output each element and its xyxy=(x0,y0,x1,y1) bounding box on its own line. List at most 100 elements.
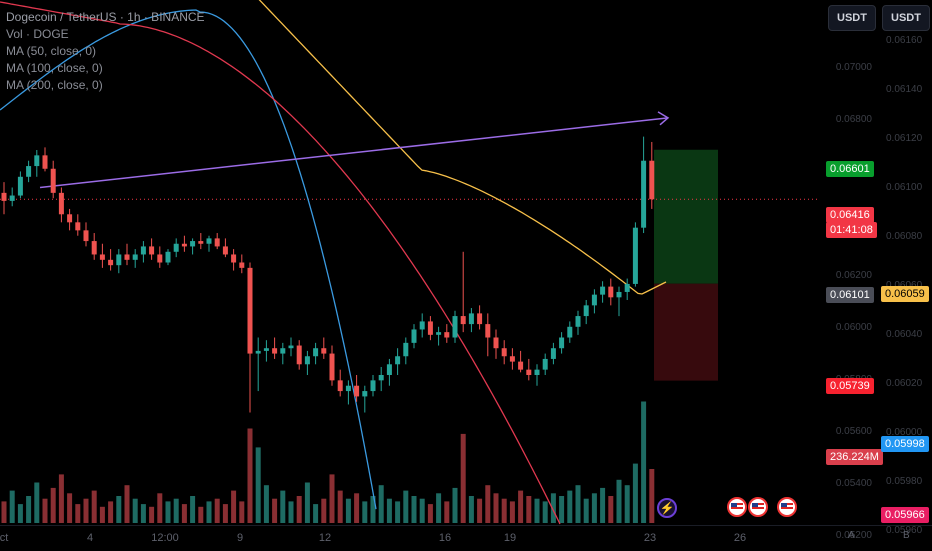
us-flag-icon[interactable] xyxy=(777,497,797,517)
stop-zone xyxy=(654,283,718,381)
currency-button-left[interactable]: USDT xyxy=(828,5,876,31)
volume-bar xyxy=(165,501,171,523)
price-tick-label: 0.06160 xyxy=(886,35,923,46)
candle-body xyxy=(608,286,614,298)
candle-body xyxy=(427,321,433,335)
volume-bar xyxy=(198,506,204,523)
candle-body xyxy=(354,385,360,397)
price-tick-label: 0.06120 xyxy=(886,133,923,144)
target-price-tag: 0.06601 xyxy=(826,161,874,177)
candle-body xyxy=(575,316,581,327)
volume-bar xyxy=(222,504,228,523)
volume-bar xyxy=(83,498,89,523)
left-price-axis[interactable]: 0.070000.068000.066000.064000.062000.060… xyxy=(822,0,872,541)
ma-blue-tag: 0.05998 xyxy=(881,436,929,452)
price-tick-label: 0.05200 xyxy=(835,530,872,541)
volume-bar xyxy=(395,501,401,523)
candle-body xyxy=(42,155,48,169)
volume-bar xyxy=(641,401,647,523)
legend-ma-50[interactable]: MA (50, close, 0) xyxy=(6,44,97,58)
us-flag-icon[interactable] xyxy=(727,497,747,517)
candle-body xyxy=(157,254,163,263)
candle-body xyxy=(206,238,212,244)
candle-body xyxy=(501,348,507,357)
price-tick-label: 0.06040 xyxy=(886,329,923,340)
volume-bar xyxy=(58,474,64,523)
candle-body xyxy=(345,385,351,392)
volume-bar xyxy=(345,498,351,523)
candle-body xyxy=(419,321,425,330)
volume-bar xyxy=(354,493,360,523)
volume-bar xyxy=(575,485,581,523)
volume-bar xyxy=(526,496,532,523)
volume-bar xyxy=(26,496,32,523)
candle-body xyxy=(362,391,368,397)
ma-value-tag: 0.06059 xyxy=(881,286,929,302)
candle-body xyxy=(75,222,81,231)
volume-bar xyxy=(567,490,573,523)
time-tick-label: 26 xyxy=(733,532,747,544)
volume-bar xyxy=(149,506,155,523)
ma-50-line xyxy=(258,0,667,295)
legend-ma-100[interactable]: MA (100, close, 0) xyxy=(6,61,103,75)
legend-volume[interactable]: Vol · DOGE xyxy=(6,27,69,41)
auto-scale-button[interactable]: A xyxy=(848,530,855,541)
scale-mode-button[interactable]: B xyxy=(903,530,910,541)
volume-bar xyxy=(460,433,466,523)
candle-body xyxy=(378,375,384,381)
candle-body xyxy=(239,262,245,268)
candle-body xyxy=(509,356,515,362)
time-tick-label: 23 xyxy=(643,532,657,544)
candle-body xyxy=(124,254,130,260)
volume-bar xyxy=(518,490,524,523)
time-tick-label: 19 xyxy=(503,532,517,544)
volume-bar xyxy=(173,498,179,523)
candle-body xyxy=(444,332,450,338)
candle-body xyxy=(247,267,253,354)
volume-bar xyxy=(436,493,442,523)
legend-ma-200[interactable]: MA (200, close, 0) xyxy=(6,78,103,92)
candle-body xyxy=(641,160,647,228)
currency-button-right[interactable]: USDT xyxy=(882,5,930,31)
candle-body xyxy=(559,337,565,349)
volume-bar xyxy=(255,447,261,523)
price-tick-label: 0.06100 xyxy=(886,182,923,193)
chart-legend: Dogecoin / TetherUS · 1h · BINANCE Vol ·… xyxy=(6,9,205,94)
volume-bar xyxy=(583,498,589,523)
time-axis[interactable]: ct 4 12:00 9 12 16 19 23 26 xyxy=(0,525,932,551)
candle-body xyxy=(386,364,392,375)
candle-body xyxy=(632,227,638,284)
candle-body xyxy=(296,345,302,365)
volume-bar xyxy=(362,501,368,523)
right-price-axis[interactable]: 0.06160 0.06140 0.06120 0.06100 0.06080 0.060… xyxy=(876,0,932,536)
trend-line xyxy=(39,117,669,189)
volume-bar xyxy=(247,428,253,523)
price-tick-label: 0.06000 xyxy=(886,427,923,438)
stop-price-tag: 0.05739 xyxy=(826,378,874,394)
volume-bar xyxy=(99,506,105,523)
trend-arrowhead xyxy=(657,111,670,126)
candle-body xyxy=(452,316,458,338)
lightning-icon[interactable]: ⚡ xyxy=(657,498,677,518)
candle-body xyxy=(567,326,573,338)
us-flag-icon[interactable] xyxy=(748,497,768,517)
candle-body xyxy=(26,166,32,177)
candle-body xyxy=(321,348,327,354)
candle-body xyxy=(108,259,114,266)
time-tick-label: 16 xyxy=(438,532,452,544)
candle-body xyxy=(583,305,589,317)
volume-bar xyxy=(313,504,319,523)
volume-tag: 236.224M xyxy=(826,449,883,465)
volume-bar xyxy=(378,485,384,523)
candle-body xyxy=(370,380,376,392)
volume-bar xyxy=(190,496,196,523)
volume-bar xyxy=(181,504,187,523)
legend-symbol[interactable]: Dogecoin / TetherUS · 1h · BINANCE xyxy=(6,10,205,24)
price-tick-label: 0.06200 xyxy=(835,270,872,281)
candle-body xyxy=(518,361,524,370)
volume-bar xyxy=(427,504,433,523)
volume-bar xyxy=(1,501,7,523)
volume-bar xyxy=(108,501,114,523)
candle-body xyxy=(263,348,269,351)
